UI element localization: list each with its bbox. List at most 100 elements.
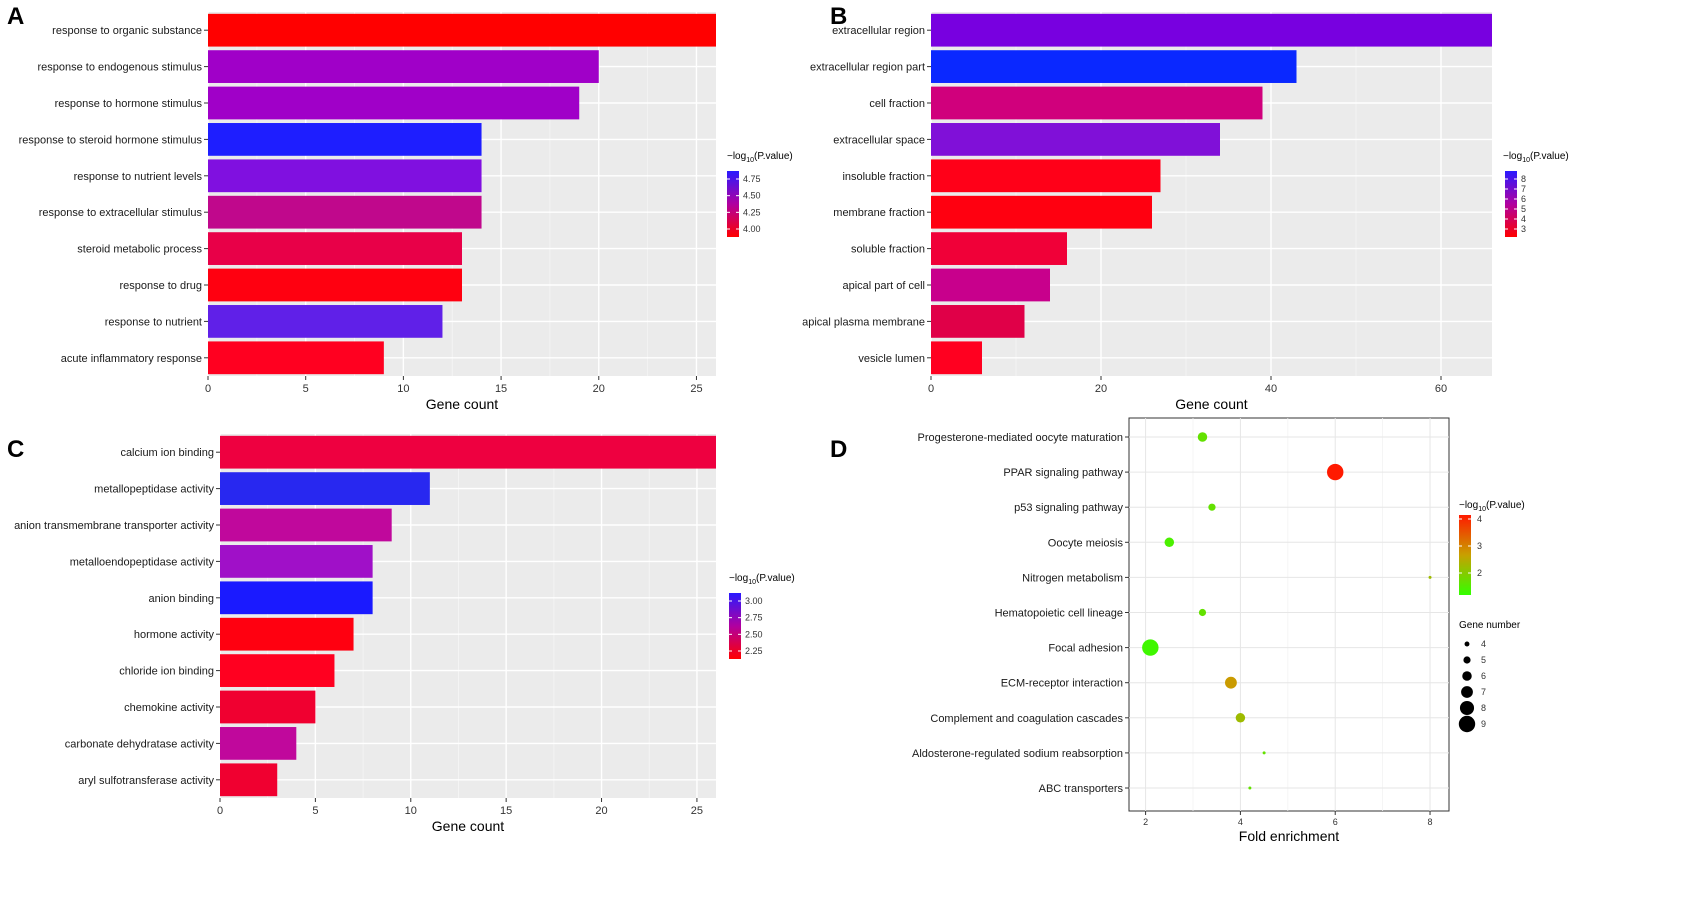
- panel-b-legend-tick-label: 5: [1521, 204, 1526, 214]
- panel-a-legend-tick-label: 4.00: [743, 224, 761, 234]
- panel-b-legend-tick-label: 8: [1521, 174, 1526, 184]
- panel-d-category-label: Complement and coagulation cascades: [930, 713, 1123, 725]
- panel-c-bar: [220, 545, 373, 578]
- panel-d-size-legend-label: 8: [1481, 703, 1486, 713]
- panel-c-category-label: metallopeptidase activity: [94, 484, 214, 496]
- panel-b-bar: [931, 123, 1220, 156]
- panel-b-bar: [931, 195, 1152, 229]
- panel-c-bar: [220, 690, 316, 724]
- panel-b-category-label: apical plasma membrane: [802, 316, 925, 328]
- panel-d-category-label: Focal adhesion: [1048, 643, 1123, 655]
- panel-a-x-tick-label: 0: [205, 383, 211, 395]
- panel-d-color-legend-title: −log10(P.value): [1459, 500, 1525, 513]
- panel-b-bar: [931, 159, 1161, 193]
- panel-d-x-tick-label: 2: [1143, 817, 1148, 827]
- panel-b-x-tick-label: 60: [1435, 383, 1447, 395]
- panel-d-x-tick-label: 4: [1238, 817, 1243, 827]
- panel-c-x-tick-label: 10: [405, 805, 417, 817]
- panel-d-category-label: Nitrogen metabolism: [1022, 572, 1123, 584]
- panel-c-x-tick-label: 5: [312, 805, 318, 817]
- panel-a-bar: [208, 159, 482, 193]
- panel-a-bar: [208, 232, 462, 265]
- panel-b-legend-colorbar: [1505, 171, 1517, 237]
- panel-d-panel-label: D: [830, 436, 847, 463]
- panel-d-size-legend-label: 5: [1481, 655, 1486, 665]
- panel-c-bar: [220, 654, 335, 687]
- panel-b-bar: [931, 86, 1263, 120]
- panel-c-category-label: hormone activity: [134, 629, 215, 641]
- panel-b-legend-tick-label: 4: [1521, 214, 1526, 224]
- panel-c-category-label: anion transmembrane transporter activity: [14, 520, 214, 532]
- panel-c-bar: [220, 472, 430, 505]
- panel-c-x-tick-label: 15: [500, 805, 512, 817]
- panel-c-legend-tick-label: 2.50: [745, 629, 763, 639]
- panel-a-bar: [208, 305, 443, 338]
- panel-a-category-label: response to nutrient levels: [74, 171, 203, 183]
- panel-a-category-label: steroid metabolic process: [77, 244, 202, 256]
- panel-a-bar: [208, 341, 384, 375]
- panel-b-bar: [931, 50, 1297, 83]
- panel-b-x-axis-title: Gene count: [1175, 396, 1247, 412]
- panel-d-size-legend-dot: [1461, 686, 1473, 698]
- panel-c-legend-colorbar: [729, 593, 741, 659]
- panel-c-bar: [220, 508, 392, 542]
- panel-a-category-label: response to drug: [119, 280, 202, 292]
- panel-d-point: [1235, 713, 1246, 723]
- panel-a-bar: [208, 13, 716, 47]
- panel-a-x-tick-label: 5: [303, 383, 309, 395]
- panel-a-category-label: response to hormone stimulus: [55, 98, 203, 110]
- panel-b-legend-tick-label: 3: [1521, 224, 1526, 234]
- panel-c-category-label: anion binding: [149, 593, 214, 605]
- panel-c-bar: [220, 435, 716, 469]
- panel-c-panel-label: C: [7, 436, 24, 463]
- panel-d-point: [1142, 639, 1159, 656]
- panel-a-category-label: response to organic substance: [52, 25, 202, 37]
- panel-d-category-label: ABC transporters: [1039, 783, 1124, 795]
- panel-a-legend-tick-label: 4.75: [743, 174, 761, 184]
- panel-d-category-label: PPAR signaling pathway: [1003, 467, 1123, 479]
- panel-d: 2 4 6 8 Progesterone-mediated oocyte maturat…: [830, 417, 1525, 844]
- panel-c-bar: [220, 727, 297, 760]
- panel-c-category-label: chloride ion binding: [119, 666, 214, 678]
- panel-d-size-legend-dot: [1463, 656, 1471, 664]
- panel-c: 0 5 10 15 20 25 calcium ion binding metallopept…: [7, 434, 795, 834]
- panel-d-category-label: Oocyte meiosis: [1048, 537, 1124, 549]
- panel-d-category-label: p53 signaling pathway: [1014, 502, 1123, 514]
- panel-c-category-label: carbonate dehydratase activity: [65, 738, 215, 750]
- panel-a-x-axis-title: Gene count: [426, 396, 498, 412]
- panel-c-category-label: calcium ion binding: [120, 447, 214, 459]
- panel-d-x-tick-label: 6: [1333, 817, 1338, 827]
- panel-d-size-legend-label: 9: [1481, 719, 1486, 729]
- panel-b-category-label: extracellular region: [832, 25, 925, 37]
- panel-a-legend-tick-label: 4.50: [743, 191, 761, 201]
- panel-d-category-label: ECM-receptor interaction: [1001, 678, 1123, 690]
- panel-b-category-label: apical part of cell: [842, 280, 925, 292]
- panel-a-category-label: response to extracellular stimulus: [39, 207, 203, 219]
- panel-c-category-label: metalloendopeptidase activity: [70, 556, 215, 568]
- panel-a-x-tick-label: 25: [690, 383, 702, 395]
- panel-d-plot-frame: [1128, 417, 1450, 812]
- panel-b-bar: [931, 13, 1492, 47]
- panel-d-point: [1262, 751, 1266, 755]
- panel-a-category-label: acute inflammatory response: [61, 353, 202, 365]
- panel-b-category-label: soluble fraction: [851, 244, 925, 256]
- panel-b-category-label: extracellular region part: [810, 62, 925, 74]
- panel-b-category-label: extracellular space: [833, 134, 925, 146]
- panel-d-category-label: Hematopoietic cell lineage: [995, 608, 1123, 620]
- panel-d-size-legend-dot: [1459, 700, 1475, 716]
- panel-d-legend-colorbar: [1459, 515, 1471, 595]
- panel-b-legend-tick-label: 6: [1521, 194, 1526, 204]
- panel-b-x-tick-label: 0: [928, 383, 934, 395]
- panel-a-legend-colorbar: [727, 171, 739, 237]
- panel-b-bar: [931, 305, 1025, 338]
- panel-b-legend-title: −log10(P.value): [1503, 151, 1569, 164]
- panel-c-category-label: chemokine activity: [124, 702, 214, 714]
- panel-d-category-label: Aldosterone-regulated sodium reabsorptio…: [912, 748, 1123, 760]
- panel-a-legend-title: −log10(P.value): [727, 151, 793, 164]
- panel-d-x-tick-label: 8: [1428, 817, 1433, 827]
- panel-d-legend-tick-label: 3: [1477, 541, 1482, 551]
- panel-a-legend-tick-label: 4.25: [743, 207, 761, 217]
- panel-d-size-legend-label: 7: [1481, 687, 1486, 697]
- panel-c-bar: [220, 617, 354, 651]
